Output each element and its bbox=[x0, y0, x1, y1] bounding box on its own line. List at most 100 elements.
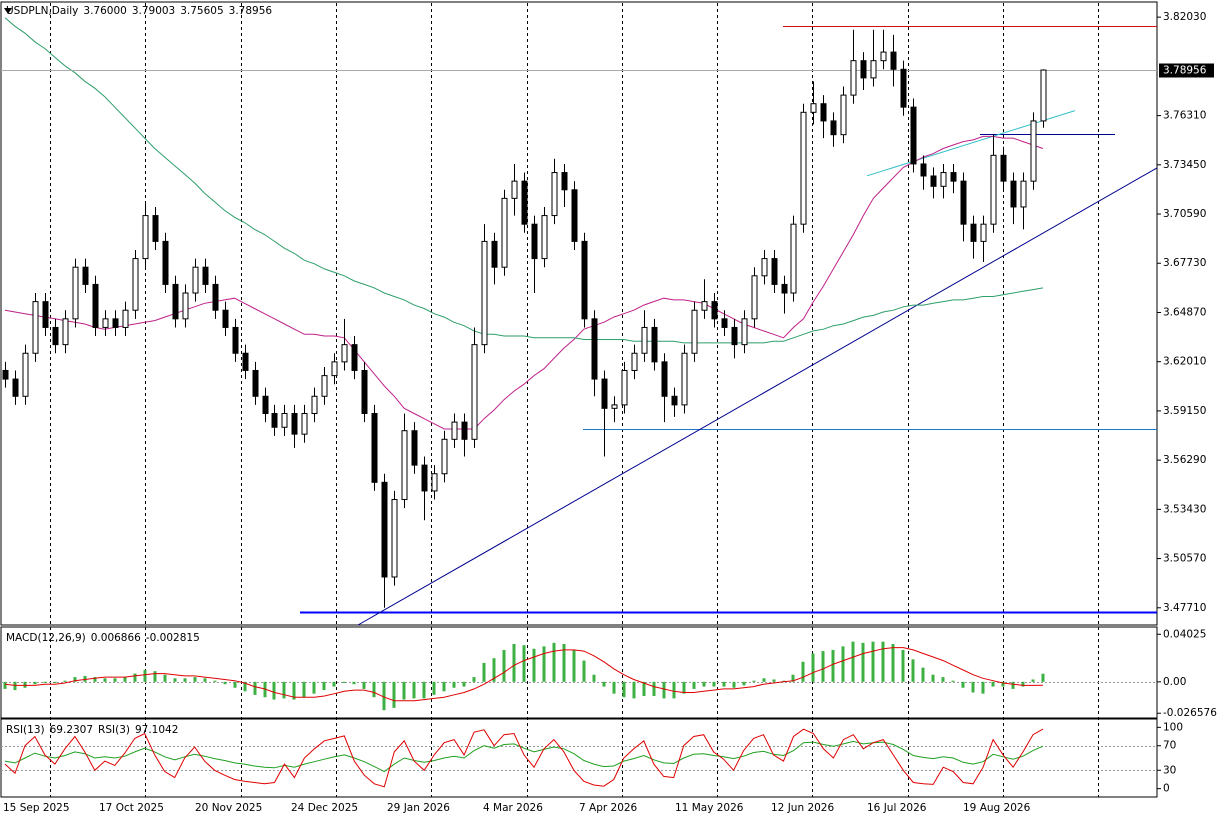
x-tick-label: 19 Aug 2026 bbox=[963, 802, 1031, 814]
macd-histogram-bar bbox=[552, 642, 556, 682]
candle-body bbox=[431, 473, 438, 492]
macd-histogram-bar bbox=[861, 642, 865, 682]
candle-body bbox=[1020, 180, 1027, 208]
candle-body bbox=[1010, 180, 1017, 208]
candle-body bbox=[341, 344, 348, 363]
header-part: 97.1042 bbox=[135, 724, 178, 736]
candle-body bbox=[551, 172, 558, 217]
candle-body bbox=[142, 215, 149, 260]
header-part: -0.002815 bbox=[146, 632, 200, 644]
candle-body bbox=[401, 430, 408, 501]
candle-body bbox=[511, 180, 518, 199]
macd-histogram-bar bbox=[103, 678, 107, 682]
candle-body bbox=[621, 369, 628, 406]
rsi-line bbox=[4, 740, 1044, 773]
candle-body bbox=[820, 103, 827, 122]
macd-histogram-bar bbox=[821, 651, 825, 682]
y-tick-label: 0 bbox=[1163, 783, 1170, 795]
candle-body bbox=[52, 326, 59, 346]
macd-histogram-bar bbox=[253, 681, 257, 695]
macd-histogram-bar bbox=[642, 681, 646, 697]
macd-histogram-bar bbox=[203, 678, 207, 682]
macd-histogram-bar bbox=[662, 681, 666, 699]
candle-body bbox=[940, 172, 947, 187]
candle-body bbox=[1030, 120, 1037, 182]
candle-body bbox=[281, 412, 288, 428]
x-tick-label: 29 Jan 2026 bbox=[387, 802, 450, 814]
header-part: MACD(12,26,9) bbox=[6, 632, 86, 644]
macd-histogram-bar bbox=[123, 677, 127, 682]
candle-body bbox=[2, 369, 9, 380]
candle-body bbox=[561, 172, 568, 191]
panel-frame bbox=[0, 1, 1158, 626]
candle-body bbox=[541, 215, 548, 260]
macd-histogram-bar bbox=[702, 681, 706, 687]
macd-histogram-bar bbox=[961, 681, 965, 688]
macd-histogram-bar bbox=[612, 681, 616, 694]
candle-body bbox=[122, 309, 129, 328]
current-price-label: 3.78956 bbox=[1163, 65, 1207, 77]
y-tick-label: 3.82030 bbox=[1163, 11, 1206, 23]
macd-histogram-bar bbox=[312, 681, 316, 694]
macd-histogram-bar bbox=[971, 681, 975, 693]
y-tick-label: 3.50570 bbox=[1163, 553, 1206, 565]
panel-frame bbox=[0, 626, 1158, 719]
macd-histogram-bar bbox=[33, 681, 37, 685]
candle-body bbox=[441, 438, 448, 475]
candle-body bbox=[850, 60, 857, 96]
candle-body bbox=[391, 499, 398, 578]
candle-body bbox=[1000, 154, 1007, 182]
candle-body bbox=[741, 318, 748, 346]
x-tick-label: 12 Jun 2026 bbox=[771, 802, 834, 814]
candle-body bbox=[671, 395, 678, 406]
macd-histogram-bar bbox=[213, 680, 217, 682]
candle-body bbox=[421, 464, 428, 492]
candle-body bbox=[481, 240, 488, 346]
candle-body bbox=[12, 378, 19, 397]
macd-histogram-bar bbox=[372, 681, 376, 698]
candle-body bbox=[491, 240, 498, 268]
candle-body bbox=[301, 412, 308, 435]
candle-body bbox=[262, 395, 269, 414]
macd-histogram-bar bbox=[682, 681, 686, 694]
candle-body bbox=[1040, 69, 1047, 122]
candle-body bbox=[661, 361, 668, 397]
candle-body bbox=[202, 266, 209, 285]
macd-histogram-bar bbox=[841, 646, 845, 682]
header-part: 3.75605 bbox=[180, 5, 223, 17]
y-tick-label: 100 bbox=[1163, 721, 1183, 733]
macd-histogram-bar bbox=[801, 661, 805, 682]
header-part: 3.79003 bbox=[132, 5, 175, 17]
candle-body bbox=[641, 326, 648, 354]
candle-body bbox=[960, 180, 967, 225]
macd-histogram-bar bbox=[292, 681, 296, 700]
candle-body bbox=[182, 292, 189, 320]
candle-body bbox=[890, 51, 897, 70]
header-part: 0.006866 bbox=[91, 632, 141, 644]
macd-histogram-bar bbox=[442, 681, 446, 692]
macd-histogram-bar bbox=[392, 681, 396, 708]
candle-body bbox=[62, 318, 69, 346]
macd-histogram-bar bbox=[1041, 673, 1045, 682]
macd-histogram-bar bbox=[1011, 681, 1015, 689]
macd-histogram-bar bbox=[233, 681, 237, 688]
macd-histogram-bar bbox=[602, 681, 606, 687]
macd-histogram-bar bbox=[382, 681, 386, 711]
macd-histogram-bar bbox=[562, 644, 566, 682]
candle-body bbox=[361, 369, 368, 414]
candle-body bbox=[381, 481, 388, 578]
macd-histogram-bar bbox=[652, 681, 656, 697]
macd-histogram-bar bbox=[23, 681, 27, 688]
macd-histogram-bar bbox=[53, 681, 57, 684]
macd-histogram-bar bbox=[243, 681, 247, 692]
candle-body bbox=[970, 223, 977, 242]
header-part: 3.76000 bbox=[83, 5, 126, 17]
macd-histogram-bar bbox=[63, 680, 67, 682]
macd-histogram-bar bbox=[911, 659, 915, 682]
macd-histogram-bar bbox=[432, 681, 436, 695]
candle-body bbox=[501, 197, 508, 268]
macd-histogram-bar bbox=[921, 667, 925, 682]
candle-body bbox=[22, 352, 29, 397]
candle-body bbox=[631, 352, 638, 371]
